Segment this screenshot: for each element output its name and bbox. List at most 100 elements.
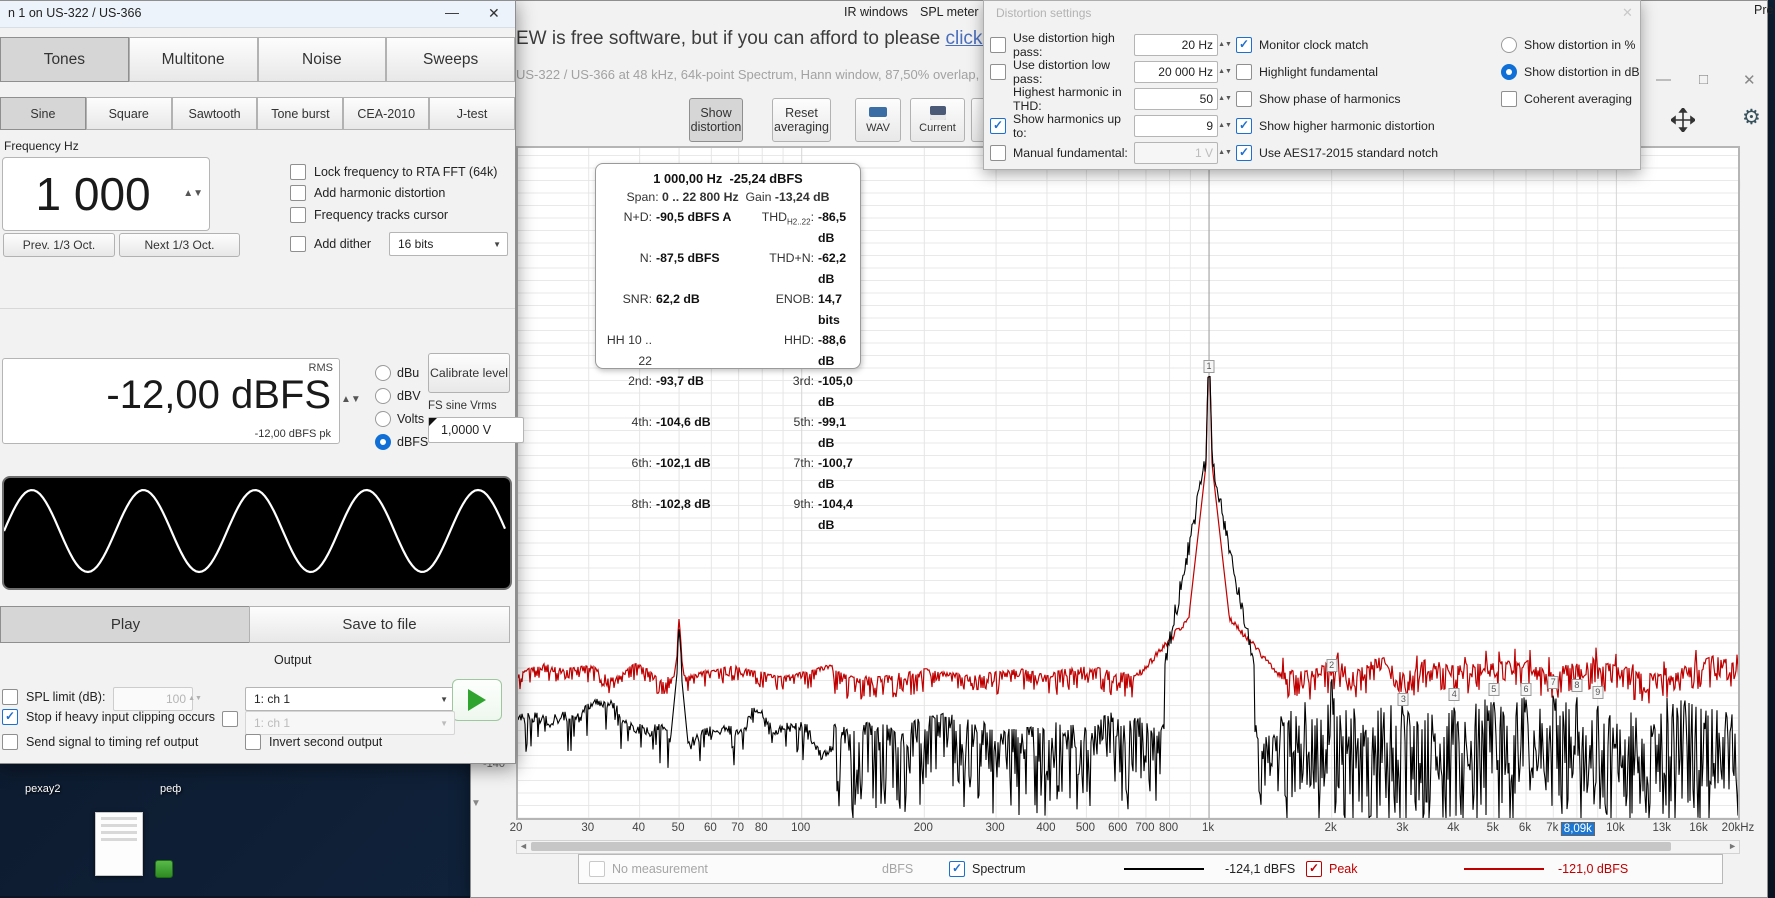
- save-wav-button[interactable]: WAV: [855, 98, 901, 142]
- close-icon[interactable]: ✕: [488, 5, 500, 21]
- generator-titlebar[interactable]: n 1 on US-322 / US-366 — ✕: [0, 1, 515, 28]
- stop-on-clipping-checkbox[interactable]: ✓: [2, 709, 18, 725]
- unit-option-volts[interactable]: Volts: [375, 407, 428, 430]
- minimize-icon[interactable]: —: [445, 4, 459, 20]
- menu-item-preferences[interactable]: Pre: [1754, 3, 1774, 17]
- reset-averaging-button[interactable]: Reset averaging: [772, 98, 831, 142]
- invert-second-output-option[interactable]: Invert second output: [245, 734, 382, 750]
- add-harmonic-distortion-checkbox[interactable]: [290, 185, 306, 201]
- dither-bits-select[interactable]: 16 bits ▼: [389, 232, 508, 256]
- fs-sine-input[interactable]: 1,0000 V: [428, 417, 524, 443]
- wave-tab-sine[interactable]: Sine: [0, 97, 86, 130]
- setting-stepper[interactable]: ▲▼: [1218, 149, 1232, 156]
- unit-option-dbu[interactable]: dBu: [375, 361, 428, 384]
- setting-checkbox[interactable]: [990, 144, 1006, 161]
- send-to-timing-ref-option[interactable]: Send signal to timing ref output: [2, 734, 198, 750]
- setting-stepper[interactable]: ▲▼: [1218, 41, 1232, 48]
- spl-limit-option[interactable]: SPL limit (dB):: [2, 689, 105, 705]
- send-to-timing-ref-checkbox[interactable]: [2, 734, 18, 750]
- maximize-icon[interactable]: □: [1699, 71, 1709, 88]
- setting-stepper[interactable]: ▲▼: [1218, 68, 1232, 75]
- display-radio[interactable]: [1501, 36, 1517, 53]
- unit-radio-dbfs[interactable]: [375, 433, 391, 450]
- setting-checkbox[interactable]: [990, 36, 1006, 53]
- plot-scrollbar[interactable]: ◄ ►: [516, 840, 1740, 854]
- desktop-icon-label[interactable]: реф: [160, 783, 182, 795]
- unit-option-dbv[interactable]: dBV: [375, 384, 428, 407]
- save-to-file-button[interactable]: Save to file: [249, 606, 510, 643]
- wave-tab-square[interactable]: Square: [85, 97, 172, 130]
- gear-icon[interactable]: ⚙: [1742, 106, 1761, 129]
- unit-radio-volts[interactable]: [375, 410, 391, 427]
- spectrum-checkbox[interactable]: ✓: [949, 861, 965, 877]
- distortion-display-row[interactable]: Show distortion in %: [1501, 31, 1636, 58]
- second-output-select[interactable]: 1: ch 1 ▼: [245, 711, 455, 735]
- wave-tab-cea-2010[interactable]: CEA-2010: [343, 97, 430, 130]
- stop-on-clipping-option[interactable]: ✓ Stop if heavy input clipping occurs: [2, 709, 215, 725]
- wave-tab-tone-burst[interactable]: Tone burst: [257, 97, 344, 130]
- distortion-option-row[interactable]: ✓ Monitor clock match: [1236, 31, 1496, 58]
- menu-item-ir-windows[interactable]: IR windows: [844, 5, 908, 19]
- setting-stepper[interactable]: ▲▼: [1218, 122, 1232, 129]
- save-current-button[interactable]: Current: [910, 98, 965, 142]
- option-checkbox[interactable]: ✓: [1236, 36, 1252, 53]
- level-stepper[interactable]: ▲▼: [341, 394, 361, 405]
- cursor-frequency-readout[interactable]: 8,09k: [1560, 822, 1595, 836]
- add-harmonic-distortion-option[interactable]: Add harmonic distortion: [290, 185, 445, 201]
- spectrum-trace-toggle[interactable]: ✓ Spectrum: [949, 855, 1026, 883]
- frequency-tracks-cursor-option[interactable]: Frequency tracks cursor: [290, 207, 448, 223]
- show-distortion-button[interactable]: Show distortion: [689, 98, 743, 142]
- spl-limit-checkbox[interactable]: [2, 689, 18, 705]
- play-button[interactable]: Play: [0, 606, 251, 643]
- prev-third-octave-button[interactable]: Prev. 1/3 Oct.: [3, 233, 115, 257]
- setting-stepper[interactable]: ▲▼: [1218, 95, 1232, 102]
- pan-move-icon[interactable]: [1671, 108, 1695, 132]
- add-dither-option[interactable]: Add dither: [290, 236, 371, 252]
- screenshot-thumbnail[interactable]: [95, 812, 143, 876]
- minimize-icon[interactable]: —: [1656, 71, 1671, 88]
- unit-option-dbfs[interactable]: dBFS: [375, 430, 428, 453]
- distortion-display-row[interactable]: Coherent averaging: [1501, 85, 1636, 112]
- second-output-checkbox[interactable]: [222, 711, 238, 727]
- option-checkbox[interactable]: [1236, 90, 1252, 107]
- setting-value-field[interactable]: 20 000 Hz: [1134, 60, 1218, 83]
- level-display[interactable]: RMS -12,00 dBFS -12,00 dBFS pk: [2, 358, 340, 444]
- no-measurement-checkbox[interactable]: [589, 861, 605, 877]
- menu-item-spl-meter[interactable]: SPL meter: [920, 5, 979, 19]
- frequency-stepper[interactable]: ▲▼: [183, 188, 203, 199]
- distortion-display-row[interactable]: Show distortion in dB: [1501, 58, 1640, 85]
- setting-value-field[interactable]: 20 Hz: [1134, 33, 1218, 56]
- setting-checkbox[interactable]: ✓: [990, 117, 1006, 134]
- output-channel-select[interactable]: 1: ch 1 ▼: [245, 687, 455, 711]
- option-checkbox[interactable]: ✓: [1236, 117, 1252, 134]
- frequency-input[interactable]: 1 000 ▲▼: [2, 157, 210, 231]
- close-icon[interactable]: ✕: [1743, 72, 1756, 89]
- lock-frequency-option[interactable]: Lock frequency to RTA FFT (64k): [290, 164, 497, 180]
- spl-limit-stepper[interactable]: ▲▼: [188, 694, 202, 702]
- distortion-option-row[interactable]: ✓ Use AES17-2015 standard notch: [1236, 139, 1496, 166]
- unit-radio-dbv[interactable]: [375, 387, 391, 404]
- setting-checkbox[interactable]: [990, 63, 1006, 80]
- close-icon[interactable]: ✕: [1622, 5, 1633, 20]
- setting-value-field[interactable]: 50: [1134, 87, 1218, 110]
- peak-checkbox[interactable]: ✓: [1306, 861, 1322, 877]
- distortion-option-row[interactable]: Highlight fundamental: [1236, 58, 1496, 85]
- display-radio[interactable]: [1501, 63, 1517, 80]
- desktop-icon-label[interactable]: pexay2: [25, 783, 61, 795]
- start-generator-button[interactable]: [452, 679, 502, 721]
- no-measurement-toggle[interactable]: No measurement: [589, 855, 708, 883]
- setting-value-field[interactable]: 9: [1134, 114, 1218, 137]
- app-icon[interactable]: [155, 860, 173, 878]
- unit-radio-dbu[interactable]: [375, 364, 391, 381]
- distortion-option-row[interactable]: ✓ Show higher harmonic distortion: [1236, 112, 1496, 139]
- lock-frequency-checkbox[interactable]: [290, 164, 306, 180]
- scrollbar-thumb[interactable]: [531, 842, 1671, 851]
- option-checkbox[interactable]: [1236, 63, 1252, 80]
- distortion-option-row[interactable]: Show phase of harmonics: [1236, 85, 1496, 112]
- option-checkbox[interactable]: ✓: [1236, 144, 1252, 161]
- next-third-octave-button[interactable]: Next 1/3 Oct.: [119, 233, 240, 257]
- add-dither-checkbox[interactable]: [290, 236, 306, 252]
- scroll-left-icon[interactable]: ◄: [519, 841, 528, 851]
- tab-multitone[interactable]: Multitone: [128, 37, 258, 82]
- frequency-tracks-cursor-checkbox[interactable]: [290, 207, 306, 223]
